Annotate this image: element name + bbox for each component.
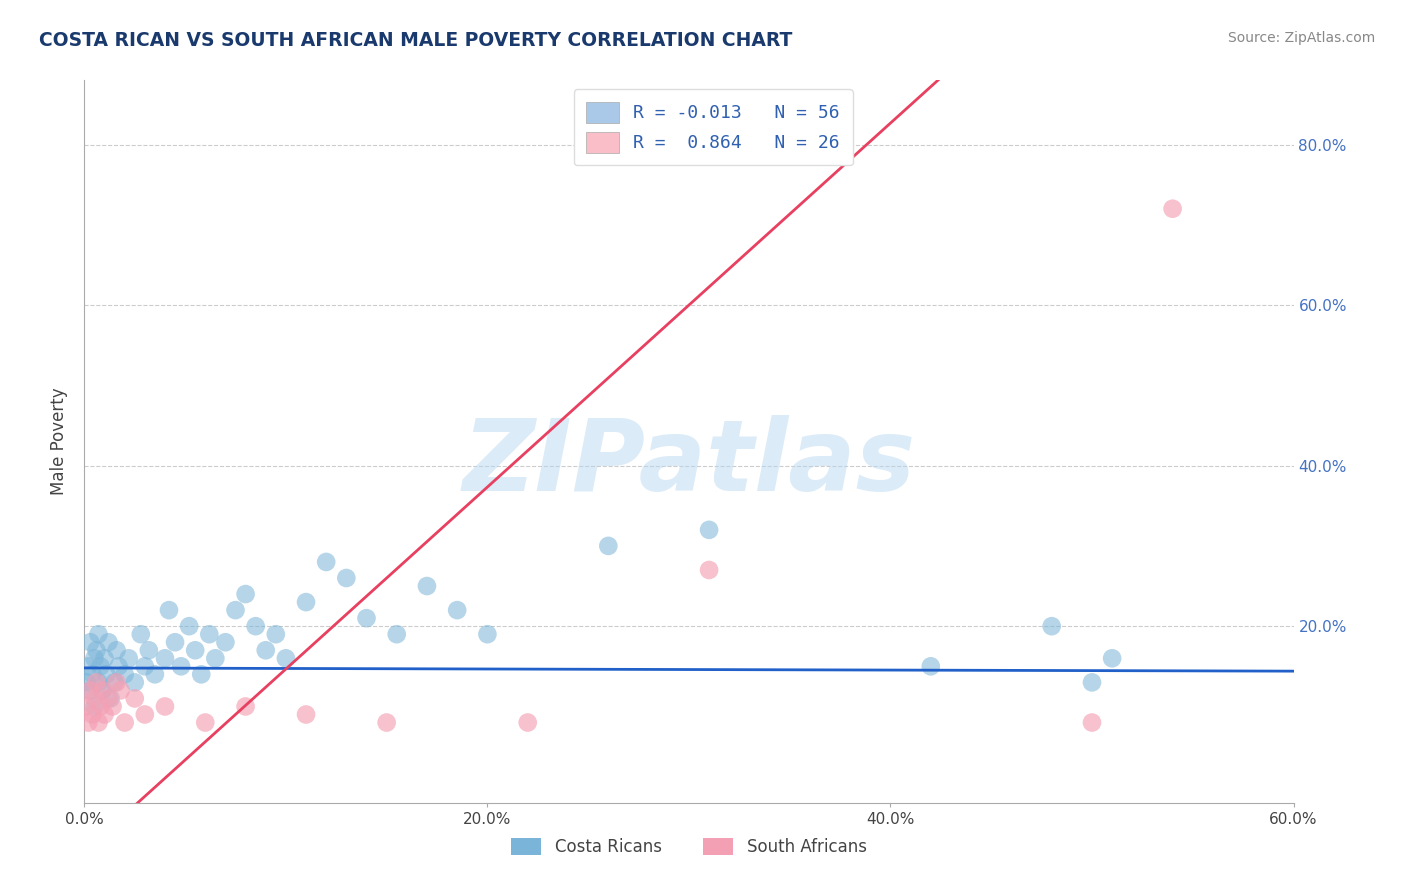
Point	[105, 643, 128, 657]
Point	[165, 635, 187, 649]
Point	[118, 651, 141, 665]
Point	[93, 707, 115, 722]
Point	[101, 699, 124, 714]
Point	[225, 603, 247, 617]
Point	[1081, 715, 1104, 730]
Point	[79, 635, 101, 649]
Point	[87, 627, 110, 641]
Point	[697, 563, 720, 577]
Point	[446, 603, 468, 617]
Point	[697, 523, 720, 537]
Point	[157, 603, 180, 617]
Point	[82, 707, 104, 722]
Point	[86, 643, 108, 657]
Point	[375, 715, 398, 730]
Point	[89, 659, 111, 673]
Legend: Costa Ricans, South Africans: Costa Ricans, South Africans	[505, 831, 873, 863]
Point	[235, 587, 257, 601]
Text: COSTA RICAN VS SOUTH AFRICAN MALE POVERTY CORRELATION CHART: COSTA RICAN VS SOUTH AFRICAN MALE POVERT…	[39, 31, 793, 50]
Point	[83, 699, 105, 714]
Point	[104, 675, 127, 690]
Point	[356, 611, 378, 625]
Point	[91, 683, 114, 698]
Point	[77, 715, 100, 730]
Point	[89, 699, 111, 714]
Point	[79, 683, 101, 698]
Point	[91, 683, 114, 698]
Point	[105, 675, 128, 690]
Point	[134, 707, 156, 722]
Point	[385, 627, 408, 641]
Point	[134, 659, 156, 673]
Point	[315, 555, 337, 569]
Y-axis label: Male Poverty: Male Poverty	[51, 388, 69, 495]
Point	[477, 627, 499, 641]
Point	[124, 691, 146, 706]
Point	[77, 659, 100, 673]
Point	[170, 659, 193, 673]
Point	[153, 651, 176, 665]
Point	[1161, 202, 1184, 216]
Point	[93, 651, 115, 665]
Point	[254, 643, 277, 657]
Point	[75, 675, 97, 690]
Point	[295, 707, 318, 722]
Point	[129, 627, 152, 641]
Text: ZIPatlas: ZIPatlas	[463, 415, 915, 512]
Point	[204, 651, 226, 665]
Point	[264, 627, 287, 641]
Point	[194, 715, 217, 730]
Point	[516, 715, 538, 730]
Point	[920, 659, 942, 673]
Point	[114, 667, 136, 681]
Point	[416, 579, 439, 593]
Point	[100, 691, 122, 706]
Point	[143, 667, 166, 681]
Point	[184, 643, 207, 657]
Point	[198, 627, 221, 641]
Point	[110, 683, 132, 698]
Point	[274, 651, 297, 665]
Point	[87, 675, 110, 690]
Point	[295, 595, 318, 609]
Point	[114, 715, 136, 730]
Text: Source: ZipAtlas.com: Source: ZipAtlas.com	[1227, 31, 1375, 45]
Point	[245, 619, 267, 633]
Point	[335, 571, 357, 585]
Point	[138, 643, 160, 657]
Point	[97, 691, 120, 706]
Point	[86, 675, 108, 690]
Point	[124, 675, 146, 690]
Point	[96, 667, 118, 681]
Point	[598, 539, 620, 553]
Point	[75, 699, 97, 714]
Point	[83, 651, 105, 665]
Point	[97, 635, 120, 649]
Point	[83, 691, 105, 706]
Point	[235, 699, 257, 714]
Point	[107, 659, 129, 673]
Point	[214, 635, 236, 649]
Point	[79, 683, 101, 698]
Point	[87, 715, 110, 730]
Point	[1081, 675, 1104, 690]
Point	[179, 619, 201, 633]
Point	[1101, 651, 1123, 665]
Point	[190, 667, 212, 681]
Point	[153, 699, 176, 714]
Point	[1040, 619, 1063, 633]
Point	[82, 667, 104, 681]
